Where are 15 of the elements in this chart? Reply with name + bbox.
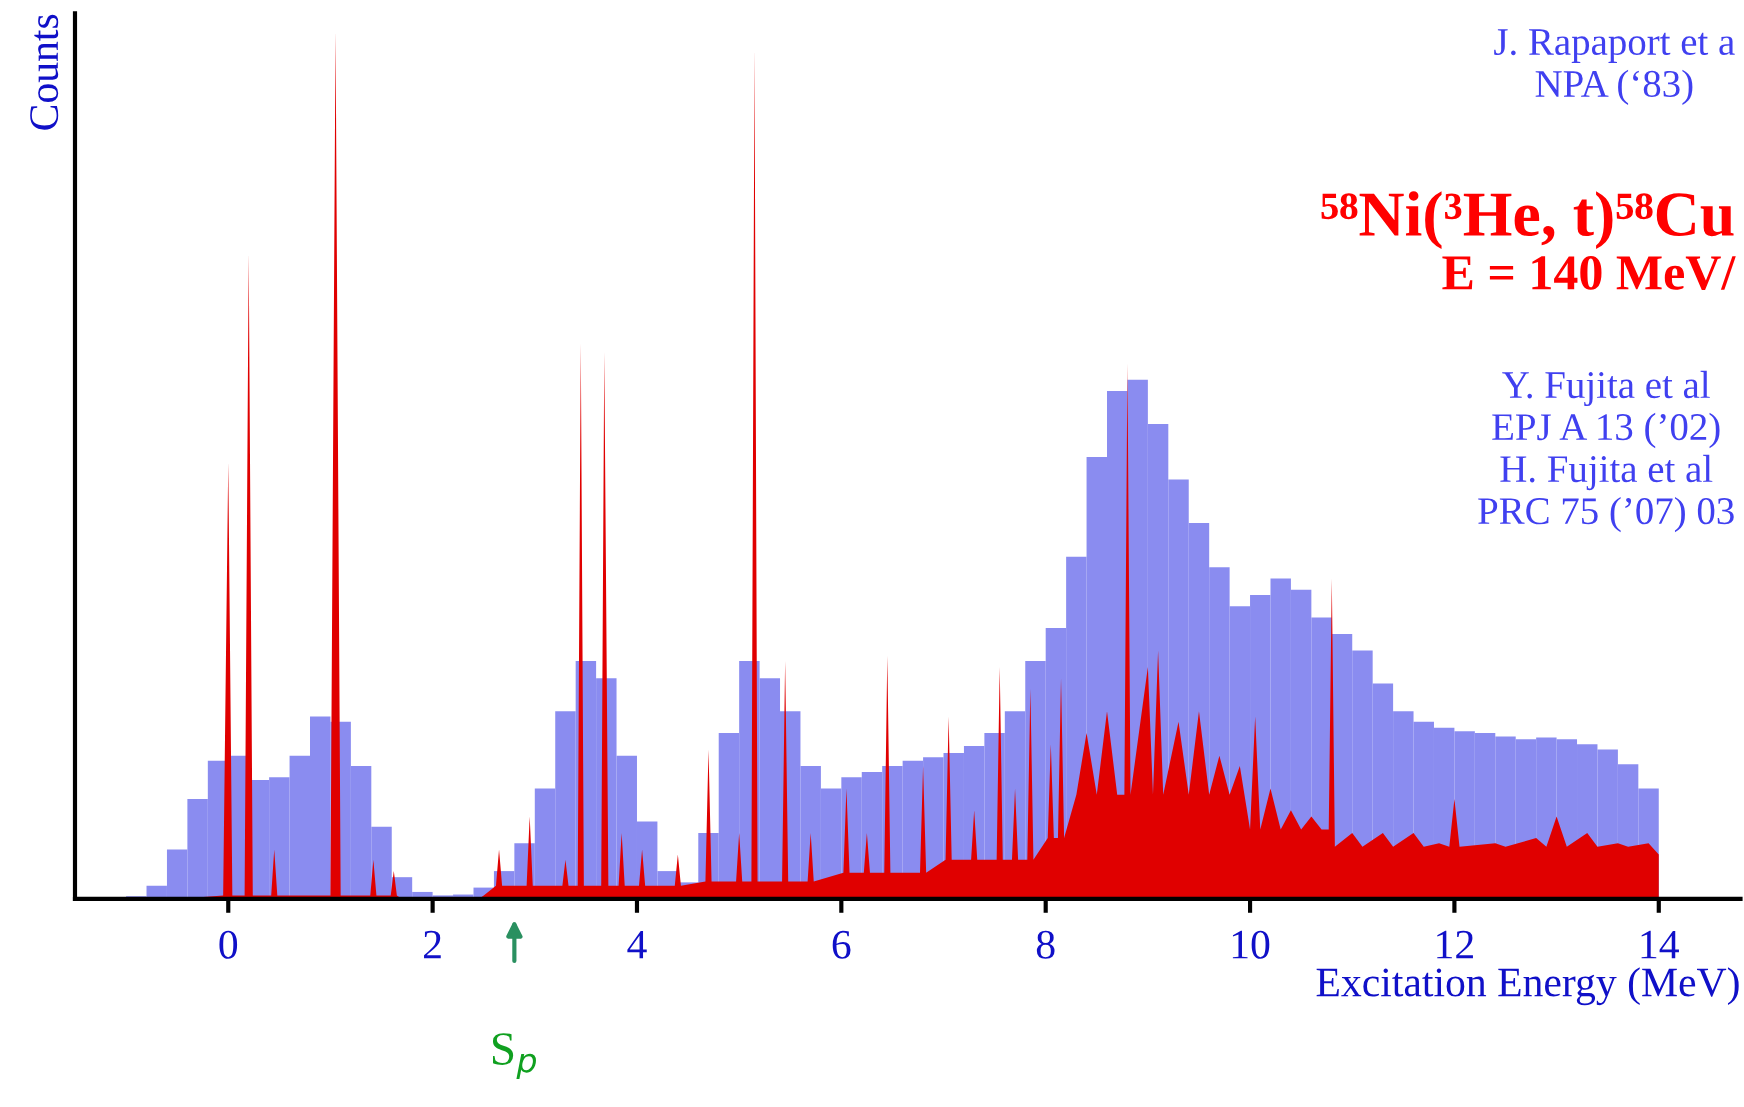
annotation: J. Rapaport et a NPA (‘83) [1494,29,1735,105]
x-tick-label: 12 [1437,930,1473,959]
x-tick-label: 2 [424,930,441,959]
x-tick-label: 6 [832,930,851,959]
x-tick-label: 14 [1641,930,1679,959]
annotation: Y. Fujita et al EPJ A 13 (’02) H. Fujita et al PRC 75 (’07) 03 [1478,370,1734,533]
annotation: S$_{p}$ [492,1033,536,1080]
text: ⁵⁸Ni(³He, t)⁵⁸Cu [1321,191,1734,250]
x-tick-label: 4 [627,930,647,959]
text: E = 140 MeV/ [1442,256,1736,291]
x-tick-label: 8 [1036,930,1055,959]
x-tick-label: 0 [219,930,238,959]
x-axis-title: Excitation Energy (MeV) [1316,967,1739,1006]
x-tick-label: 10 [1232,930,1270,959]
y-axis-title: Counts [30,14,59,130]
